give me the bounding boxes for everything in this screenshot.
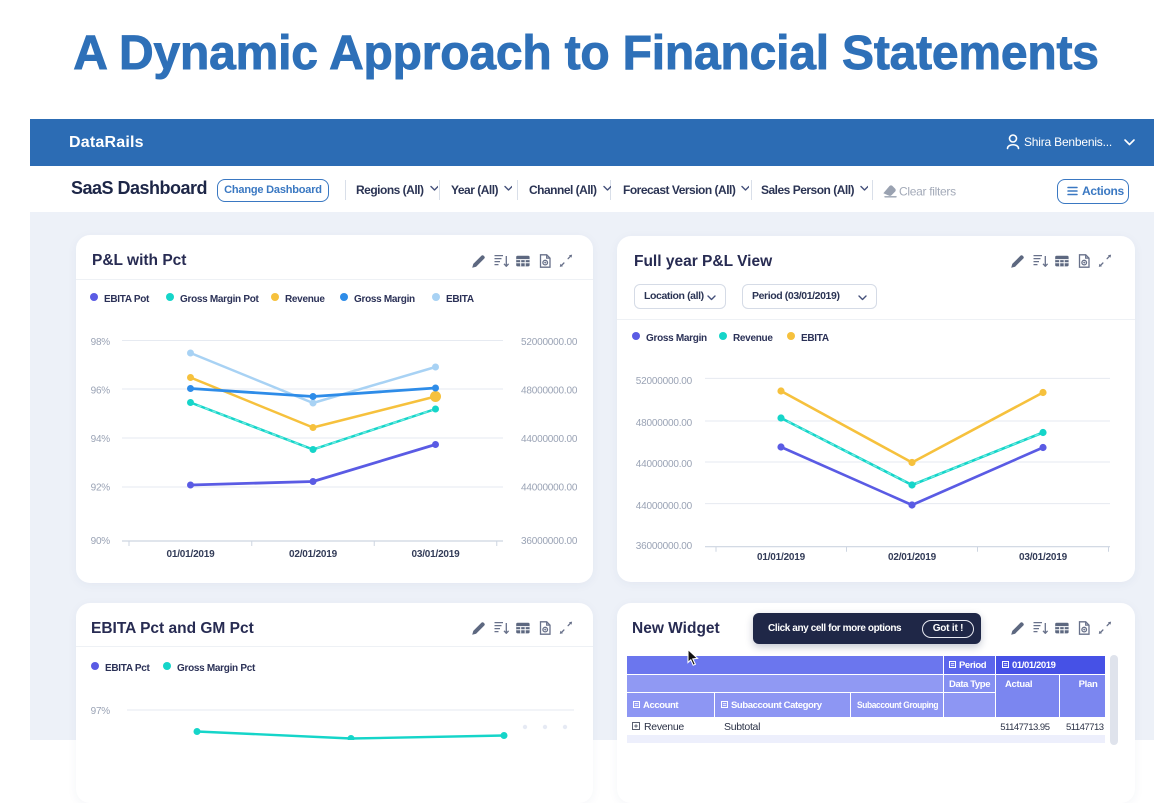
svg-text:96%: 96% [91,386,111,397]
svg-text:44000000.00: 44000000.00 [636,459,693,470]
svg-text:02/01/2019: 02/01/2019 [888,552,937,563]
svg-text:36000000.00: 36000000.00 [521,536,578,547]
svg-text:01/01/2019: 01/01/2019 [757,552,806,563]
svg-text:52000000.00: 52000000.00 [521,337,578,348]
svg-text:Actions: Actions [1082,184,1125,198]
svg-text:90%: 90% [91,536,111,547]
svg-text:Clear filters: Clear filters [899,185,956,199]
svg-text:98%: 98% [91,337,111,348]
svg-text:03/01/2019: 03/01/2019 [411,549,460,560]
svg-text:03/01/2019: 03/01/2019 [1019,552,1068,563]
svg-text:92%: 92% [91,483,111,494]
svg-text:52000000.00: 52000000.00 [636,376,693,387]
svg-text:97%: 97% [91,706,111,717]
svg-text:48000000.00: 48000000.00 [636,418,693,429]
svg-text:01/01/2019: 01/01/2019 [166,549,215,560]
svg-text:48000000.00: 48000000.00 [521,386,578,397]
svg-text:44000000.00: 44000000.00 [521,483,578,494]
svg-text:44000000.00: 44000000.00 [636,501,693,512]
svg-text:02/01/2019: 02/01/2019 [289,549,338,560]
svg-text:44000000.00: 44000000.00 [521,434,578,445]
svg-text:94%: 94% [91,434,111,445]
svg-text:36000000.00: 36000000.00 [636,541,693,552]
svg-text:Shira Benbenis...: Shira Benbenis... [1024,135,1112,149]
